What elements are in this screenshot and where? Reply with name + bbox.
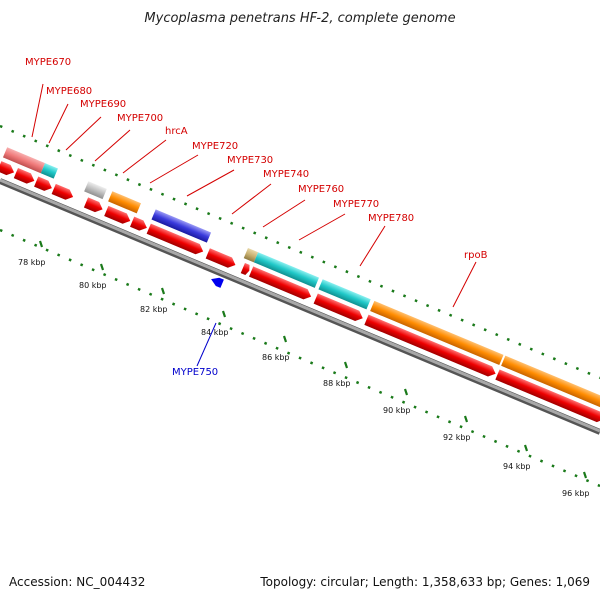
gene-arrow-red	[83, 197, 103, 213]
genome-summary-text: Topology: circular; Length: 1,358,633 bp…	[259, 575, 590, 589]
gene-bar-cyan	[40, 163, 58, 179]
gene-bar-cyan	[318, 279, 371, 310]
page-title: Mycoplasma penetrans HF-2, complete geno…	[144, 11, 455, 26]
scale-tick	[221, 310, 227, 318]
scale-tick	[582, 471, 588, 479]
scale-tick	[160, 287, 166, 295]
scale-label: 90 kbp	[383, 406, 411, 415]
scale-label: 88 kbp	[323, 379, 351, 388]
gene-arrow-red	[104, 205, 131, 224]
scale-label: 94 kbp	[503, 462, 531, 471]
scale-tick	[99, 263, 105, 271]
scale-label: 92 kbp	[443, 433, 471, 442]
gene-bar-gray	[84, 181, 107, 200]
scale-label: 82 kbp	[140, 305, 168, 314]
gene-arrow-red	[0, 161, 15, 176]
scale-tick	[343, 361, 349, 369]
gene-arrow-blue-reverse	[211, 277, 224, 288]
gene-label: MYPE770	[333, 199, 379, 210]
gene-arrow-red	[495, 369, 600, 423]
scale-label: 78 kbp	[18, 258, 46, 267]
gene-bar-orange	[370, 300, 504, 366]
gene-arrow-red	[130, 216, 147, 231]
tick-dots-lower	[0, 228, 600, 488]
gene-arrow-red	[364, 314, 496, 377]
gene-label: MYPE740	[263, 169, 309, 180]
scale-label: 96 kbp	[562, 489, 590, 498]
gene-bar-orange	[501, 355, 600, 409]
gene-label: MYPE750	[172, 367, 218, 378]
gene-label: MYPE690	[80, 99, 126, 110]
gene-bar-blue	[151, 209, 212, 243]
scale-label: 80 kbp	[79, 281, 107, 290]
gene-arrow-red	[13, 168, 35, 184]
label-leaders	[31, 83, 477, 367]
scale-label: 84 kbp	[201, 328, 229, 337]
gene-label: MYPE780	[368, 213, 414, 224]
gene-label: hrcA	[165, 126, 188, 137]
gene-label: MYPE720	[192, 141, 238, 152]
gene-label: MYPE700	[117, 113, 163, 124]
gene-label: MYPE680	[46, 86, 92, 97]
gene-features	[0, 147, 600, 423]
scale-label-group: 78 kbp 80 kbp 82 kbp 84 kbp 86 kbp 88 kbp 90 k…	[18, 240, 590, 498]
gene-label: MYPE760	[298, 184, 344, 195]
gene-arrow-red	[240, 262, 250, 276]
gene-arrow-red	[205, 248, 236, 268]
scale-label: 86 kbp	[262, 353, 290, 362]
gene-arrow-red	[146, 223, 204, 255]
gene-label: MYPE730	[227, 155, 273, 166]
gene-arrow-red	[34, 176, 52, 191]
gene-bar-cyan	[253, 252, 320, 288]
genome-backbone	[0, 178, 600, 435]
scale-tick	[38, 240, 44, 248]
gene-arrow-red	[249, 266, 312, 300]
gene-bar-tan	[243, 247, 259, 263]
gene-bar-orange	[108, 191, 141, 214]
tick-dots-upper	[0, 124, 600, 380]
scale-tick	[282, 335, 288, 343]
accession-text: Accession: NC_004432	[9, 575, 145, 589]
scale-tick	[463, 415, 469, 423]
scale-tick	[403, 388, 409, 396]
scale-tick	[523, 444, 529, 452]
gene-bar-pink	[2, 147, 46, 174]
gene-arrow-red	[313, 293, 363, 321]
gene-label: rpoB	[464, 250, 488, 261]
gene-label: MYPE670	[25, 57, 71, 68]
gene-arrow-red	[51, 183, 74, 200]
